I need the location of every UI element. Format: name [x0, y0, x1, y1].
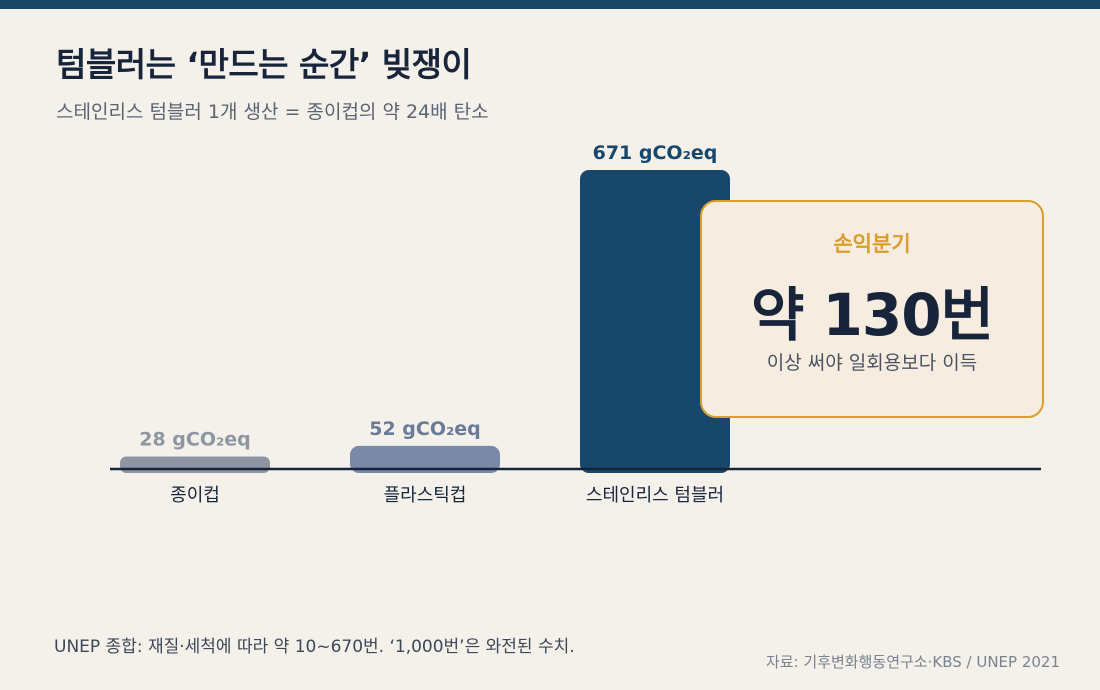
bar-2 [350, 445, 500, 473]
bar-value-label: 671 gCO₂eq [593, 142, 718, 164]
callout-description: 이상 써야 일회용보다 이득 [766, 352, 978, 374]
chart-subtitle: 스테인리스 텀블러 1개 생산 = 종이컵의 약 24배 탄소 [56, 101, 489, 123]
bar-value-label: 52 gCO₂eq [369, 418, 481, 440]
bar-1 [120, 456, 270, 473]
category-label: 종이컵 [170, 485, 220, 506]
bar-3 [580, 170, 730, 473]
source-credit: 자료: 기후변화행동연구소·KBS / UNEP 2021 [765, 653, 1060, 671]
chart-title: 텀블러는 ‘만드는 순간’ 빚쟁이 [56, 45, 472, 84]
bar-value-label: 28 gCO₂eq [139, 429, 251, 451]
category-label: 플라스틱컵 [384, 485, 467, 506]
callout-value: 약 130번 [751, 281, 994, 349]
callout-label: 손익분기 [833, 232, 911, 256]
breakeven-callout: 손익분기 약 130번 이상 써야 일회용보다 이득 [700, 200, 1044, 418]
category-label: 스테인리스 텀블러 [586, 485, 724, 506]
footnote: UNEP 종합: 재질·세척에 따라 약 10~670번. ‘1,000번’은 … [54, 637, 575, 657]
top-accent-band [0, 0, 1100, 9]
